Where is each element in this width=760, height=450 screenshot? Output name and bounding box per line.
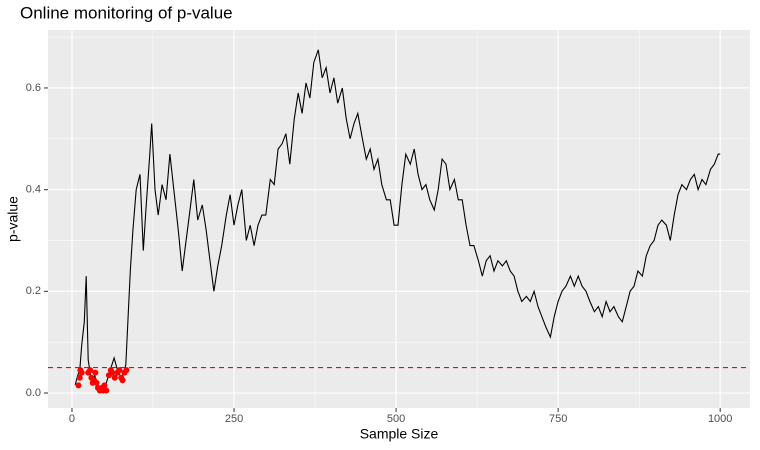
point: [111, 374, 118, 381]
y-tick-label: 0.6: [26, 82, 41, 94]
point: [78, 369, 85, 376]
x-axis-title: Sample Size: [360, 426, 439, 442]
point: [123, 367, 130, 374]
point: [93, 379, 100, 386]
point: [101, 382, 108, 389]
point: [103, 387, 110, 394]
data-line: [74, 49, 721, 391]
x-tick-label: 500: [387, 413, 405, 425]
y-axis-title: p-value: [5, 196, 21, 242]
x-tick-label: 250: [225, 413, 243, 425]
point: [87, 367, 94, 374]
x-tick-label: 0: [69, 413, 75, 425]
point: [92, 369, 99, 376]
point: [76, 374, 83, 381]
point: [75, 382, 82, 389]
point: [119, 377, 126, 384]
y-tick-label: 0.4: [26, 184, 41, 196]
point: [116, 367, 123, 374]
x-tick-label: 1000: [708, 413, 732, 425]
x-tick-label: 750: [549, 413, 567, 425]
point: [109, 369, 116, 376]
y-tick-label: 0.2: [26, 285, 41, 297]
y-tick-label: 0.0: [26, 387, 41, 399]
chart-title: Online monitoring of p-value: [20, 3, 233, 22]
